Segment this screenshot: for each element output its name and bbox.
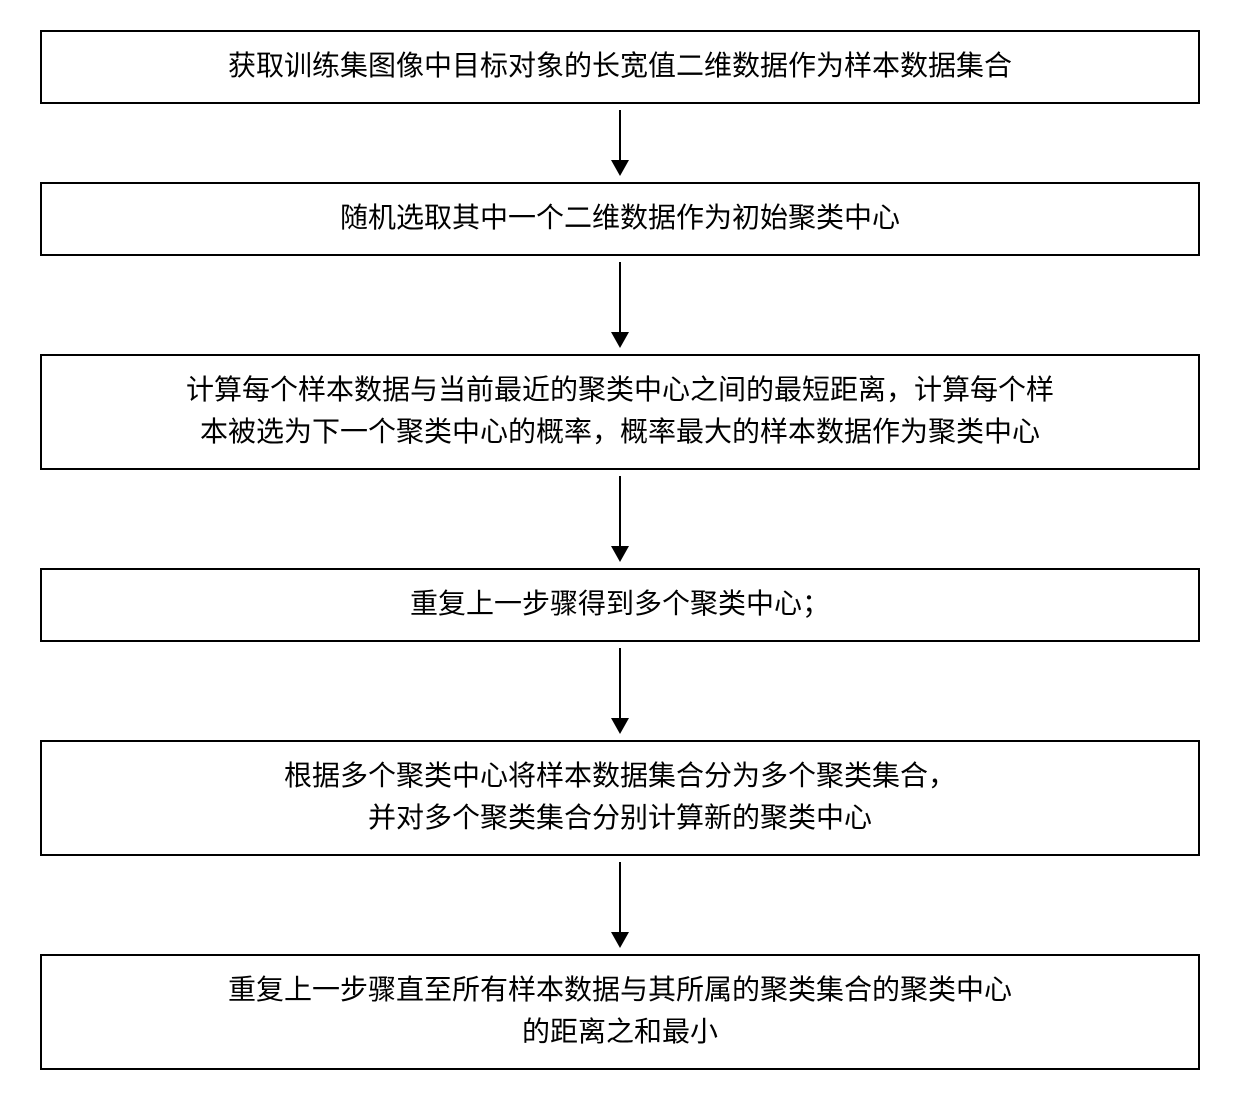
arrow-3 — [611, 476, 629, 562]
step-text-line2: 本被选为下一个聚类中心的概率，概率最大的样本数据作为聚类中心 — [200, 417, 1040, 448]
arrow-line — [619, 862, 621, 932]
arrow-head-icon — [611, 932, 629, 948]
arrow-head-icon — [611, 718, 629, 734]
arrow-head-icon — [611, 332, 629, 348]
step-box-6: 重复上一步骤直至所有样本数据与其所属的聚类集合的聚类中心 的距离之和最小 — [40, 954, 1200, 1070]
step-text: 获取训练集图像中目标对象的长宽值二维数据作为样本数据集合 — [228, 51, 1012, 82]
step-box-3: 计算每个样本数据与当前最近的聚类中心之间的最短距离，计算每个样 本被选为下一个聚… — [40, 354, 1200, 470]
arrow-1 — [611, 110, 629, 176]
arrow-line — [619, 110, 621, 160]
arrow-head-icon — [611, 546, 629, 562]
step-box-4: 重复上一步骤得到多个聚类中心； — [40, 568, 1200, 642]
arrow-line — [619, 262, 621, 332]
step-text-line1: 计算每个样本数据与当前最近的聚类中心之间的最短距离，计算每个样 — [186, 375, 1054, 406]
step-text: 随机选取其中一个二维数据作为初始聚类中心 — [340, 203, 900, 234]
step-text-line1: 重复上一步骤直至所有样本数据与其所属的聚类集合的聚类中心 — [228, 975, 1012, 1006]
step-text-line1: 根据多个聚类中心将样本数据集合分为多个聚类集合， — [284, 761, 956, 792]
flowchart-container: 获取训练集图像中目标对象的长宽值二维数据作为样本数据集合 随机选取其中一个二维数… — [40, 30, 1200, 1070]
arrow-line — [619, 648, 621, 718]
step-box-1: 获取训练集图像中目标对象的长宽值二维数据作为样本数据集合 — [40, 30, 1200, 104]
arrow-5 — [611, 862, 629, 948]
arrow-head-icon — [611, 160, 629, 176]
step-text: 重复上一步骤得到多个聚类中心； — [410, 589, 830, 620]
arrow-line — [619, 476, 621, 546]
arrow-4 — [611, 648, 629, 734]
step-box-5: 根据多个聚类中心将样本数据集合分为多个聚类集合， 并对多个聚类集合分别计算新的聚… — [40, 740, 1200, 856]
step-box-2: 随机选取其中一个二维数据作为初始聚类中心 — [40, 182, 1200, 256]
arrow-2 — [611, 262, 629, 348]
step-text-line2: 并对多个聚类集合分别计算新的聚类中心 — [368, 803, 872, 834]
